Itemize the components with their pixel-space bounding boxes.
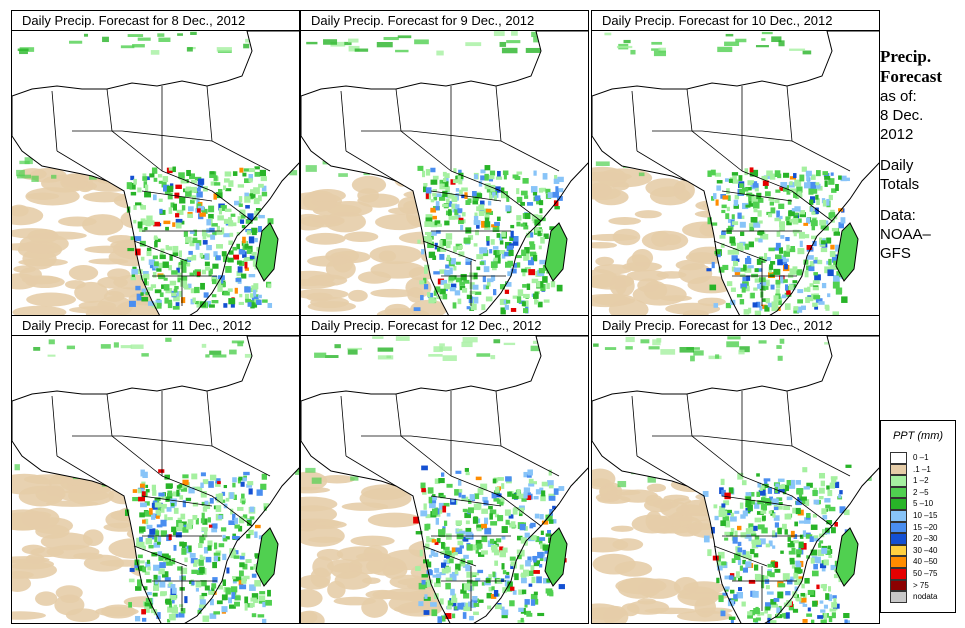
legend-swatch	[890, 556, 907, 568]
panel-title: Daily Precip. Forecast for 10 Dec., 2012	[591, 10, 880, 30]
africa-landmass	[592, 336, 879, 623]
legend-label: 0 –1	[913, 453, 929, 462]
africa-map-svg	[12, 336, 299, 623]
forecast-panel: Daily Precip. Forecast for 9 Dec., 2012	[300, 10, 589, 319]
legend-label: 10 –15	[913, 510, 938, 520]
forecast-date-line1: 8 Dec.	[880, 107, 924, 124]
legend-swatch	[890, 486, 907, 499]
legend-item: 0 –1	[881, 452, 955, 464]
forecast-panel: Daily Precip. Forecast for 13 Dec., 2012	[591, 315, 880, 624]
africa-map-svg	[592, 31, 879, 318]
legend-item: 50 –75	[881, 567, 955, 580]
precip-map	[300, 30, 589, 319]
panel-title: Daily Precip. Forecast for 11 Dec., 2012	[11, 315, 300, 335]
legend-item: nodata	[881, 591, 955, 603]
legend-label: nodata	[913, 592, 938, 602]
precip-map	[300, 335, 589, 624]
legend-item: 10 –15	[881, 509, 955, 522]
precip-map	[591, 335, 880, 624]
africa-map-svg	[301, 336, 588, 623]
forecast-date-line2: 2012	[880, 126, 914, 143]
africa-map-svg	[592, 336, 879, 623]
legend-swatch	[890, 521, 907, 534]
africa-landmass	[12, 336, 299, 623]
forecast-panel: Daily Precip. Forecast for 11 Dec., 2012	[11, 315, 300, 624]
africa-map-svg	[12, 31, 299, 318]
precip-map	[11, 335, 300, 624]
legend-item: 15 –20	[881, 521, 955, 534]
legend-item: > 75	[881, 579, 955, 592]
africa-landmass	[12, 31, 299, 318]
legend-swatch	[890, 463, 907, 476]
data-source-line1: Data:	[880, 207, 916, 224]
legend-item: 1 –2	[881, 475, 955, 487]
legend-label: 20 –30	[913, 534, 938, 544]
daily-line2: Totals	[880, 176, 920, 193]
legend-label: 2 –5	[913, 487, 929, 497]
legend-item: 40 –50	[881, 556, 955, 568]
panel-title: Daily Precip. Forecast for 13 Dec., 2012	[591, 315, 880, 335]
legend-item: .1 –1	[881, 463, 955, 476]
precip-legend: PPT (mm) 0 –1 .1 –1 1 –2 2 –5 5 –10 10 –15 15 …	[880, 420, 956, 613]
legend-title: PPT (mm)	[892, 430, 944, 442]
legend-label: .1 –1	[913, 464, 931, 474]
legend-item: 20 –30	[881, 533, 955, 545]
panel-title: Daily Precip. Forecast for 9 Dec., 2012	[300, 10, 589, 30]
legend-swatch	[890, 452, 907, 464]
africa-map-svg	[301, 31, 588, 318]
legend-label: 30 –40	[913, 545, 938, 555]
panel-title: Daily Precip. Forecast for 8 Dec., 2012	[11, 10, 300, 30]
precip-map	[591, 30, 880, 319]
precip-map	[11, 30, 300, 319]
legend-swatch	[890, 498, 907, 510]
legend-swatch	[890, 591, 907, 603]
legend-label: 5 –10	[913, 499, 934, 509]
side-info: Precip. Forecast as of: 8 Dec. 2012 Dail…	[880, 47, 965, 263]
forecast-panel: Daily Precip. Forecast for 12 Dec., 2012	[300, 315, 589, 624]
legend-label: 1 –2	[913, 476, 929, 486]
legend-label: 40 –50	[913, 557, 938, 567]
legend-swatch	[890, 475, 907, 487]
side-title-line1: Precip.	[880, 47, 932, 66]
data-source-line3: GFS	[880, 245, 911, 262]
forecast-panel: Daily Precip. Forecast for 8 Dec., 2012	[11, 10, 300, 319]
legend-swatch	[890, 579, 907, 592]
as-of-label: as of:	[880, 88, 917, 105]
forecast-panel: Daily Precip. Forecast for 10 Dec., 2012	[591, 10, 880, 319]
legend-swatch	[890, 544, 907, 557]
legend-item: 2 –5	[881, 486, 955, 499]
legend-item: 30 –40	[881, 544, 955, 557]
legend-item: 5 –10	[881, 498, 955, 510]
legend-label: 50 –75	[913, 568, 938, 578]
side-title-line2: Forecast	[880, 67, 942, 86]
legend-label: 15 –20	[913, 522, 938, 532]
data-source-line2: NOAA–	[880, 226, 931, 243]
legend-swatch	[890, 533, 907, 545]
panel-title: Daily Precip. Forecast for 12 Dec., 2012	[300, 315, 589, 335]
legend-label: > 75	[913, 580, 929, 590]
daily-line1: Daily	[880, 157, 914, 174]
legend-swatch	[890, 509, 907, 522]
legend-swatch	[890, 567, 907, 580]
